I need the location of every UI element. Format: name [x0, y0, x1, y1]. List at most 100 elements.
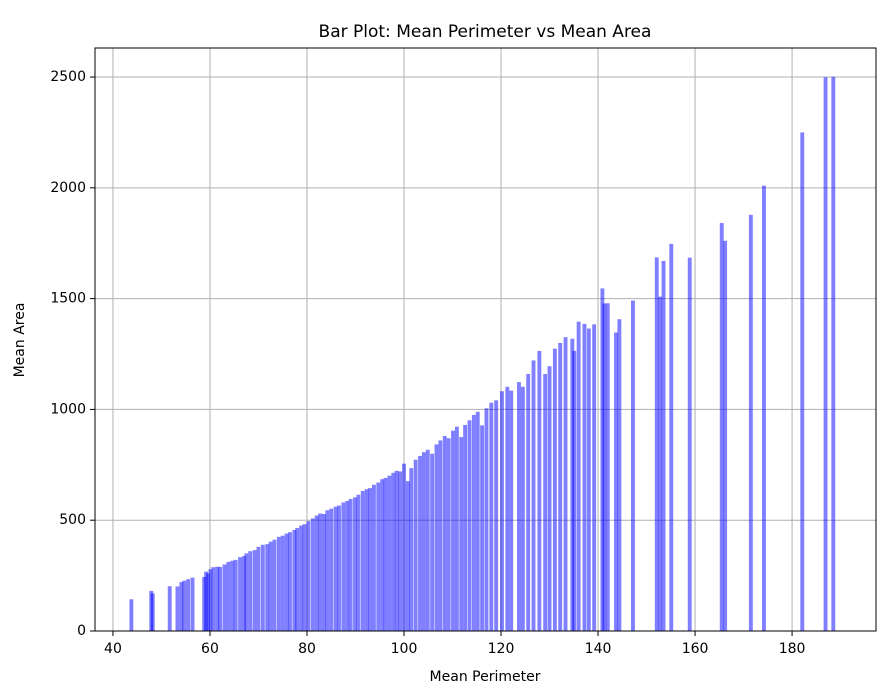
bar — [325, 510, 330, 631]
bar — [614, 332, 618, 631]
bar — [295, 527, 300, 631]
bar — [576, 321, 581, 631]
bar — [572, 350, 577, 631]
bar — [451, 430, 455, 631]
bar — [302, 524, 307, 631]
bar — [230, 560, 235, 631]
bar — [299, 525, 304, 631]
y-tick-label: 1500 — [50, 291, 86, 307]
bar — [337, 505, 341, 631]
bar — [333, 506, 338, 631]
bar — [341, 502, 346, 631]
bar — [175, 586, 180, 631]
bar — [563, 337, 568, 631]
bar — [480, 425, 485, 631]
chart-title: Bar Plot: Mean Perimeter vs Mean Area — [319, 22, 652, 42]
bar — [558, 342, 563, 631]
bar — [256, 546, 261, 631]
bar — [376, 482, 381, 631]
bar — [446, 438, 451, 631]
bar — [459, 437, 464, 631]
y-axis-label: Mean Area — [12, 303, 28, 378]
bar — [329, 508, 334, 631]
bar — [322, 514, 326, 631]
bar — [454, 426, 459, 631]
bar — [442, 436, 447, 631]
bar — [762, 185, 766, 631]
bar — [182, 580, 187, 631]
y-tick-label: 1000 — [50, 401, 86, 417]
bar — [276, 536, 281, 631]
y-tick-label: 0 — [77, 623, 86, 639]
bar — [306, 521, 311, 631]
bar — [318, 513, 323, 631]
y-tick-label: 2000 — [50, 180, 86, 196]
bar — [823, 77, 828, 632]
bar — [238, 557, 242, 631]
bar — [190, 577, 195, 631]
bar — [208, 569, 213, 631]
bar — [463, 424, 468, 631]
bar — [280, 535, 285, 631]
bar — [284, 533, 289, 631]
bar — [418, 455, 422, 631]
bar — [413, 459, 418, 631]
bar — [383, 477, 388, 631]
bar — [226, 561, 231, 631]
bar — [380, 479, 385, 631]
bar — [602, 303, 607, 631]
bar — [631, 300, 635, 631]
bar — [272, 539, 277, 631]
bar — [531, 360, 536, 631]
bar — [430, 453, 435, 631]
bar — [409, 468, 414, 631]
bar — [605, 303, 610, 631]
bar — [505, 386, 510, 631]
x-axis-label: Mean Perimeter — [430, 669, 541, 685]
bar — [582, 323, 587, 631]
x-tick-label: 160 — [682, 641, 709, 657]
bar — [150, 593, 155, 631]
bar — [552, 348, 557, 631]
x-tick-label: 140 — [585, 641, 612, 657]
y-tick-label: 500 — [59, 512, 86, 528]
bar — [425, 449, 430, 631]
bar — [215, 566, 220, 631]
y-tick-label: 2500 — [50, 69, 86, 85]
bar — [371, 484, 376, 631]
bar — [421, 452, 426, 631]
bar — [517, 382, 521, 631]
bar — [748, 214, 753, 631]
bar — [547, 366, 552, 631]
bar — [387, 475, 392, 631]
x-tick-label: 80 — [298, 641, 316, 657]
x-tick-label: 120 — [488, 641, 515, 657]
bar — [345, 500, 350, 631]
bar — [475, 411, 480, 631]
bar — [268, 541, 273, 631]
bar — [719, 223, 724, 631]
bar — [368, 488, 372, 631]
bar — [288, 532, 292, 631]
bar — [248, 551, 253, 631]
bar — [241, 556, 246, 631]
x-tick-label: 40 — [104, 641, 122, 657]
bar — [348, 498, 353, 631]
bar — [364, 489, 369, 631]
bar — [310, 518, 315, 631]
bar — [394, 470, 399, 631]
bar — [489, 402, 494, 631]
bar — [586, 328, 591, 631]
bar — [252, 550, 257, 631]
bar — [218, 566, 223, 631]
bar — [467, 420, 472, 631]
bar — [179, 582, 184, 631]
x-tick-label: 60 — [201, 641, 219, 657]
bar — [398, 471, 403, 631]
bar — [537, 350, 542, 631]
bar — [526, 373, 531, 631]
bar — [831, 76, 836, 632]
bar — [244, 553, 249, 631]
bar — [438, 440, 443, 631]
